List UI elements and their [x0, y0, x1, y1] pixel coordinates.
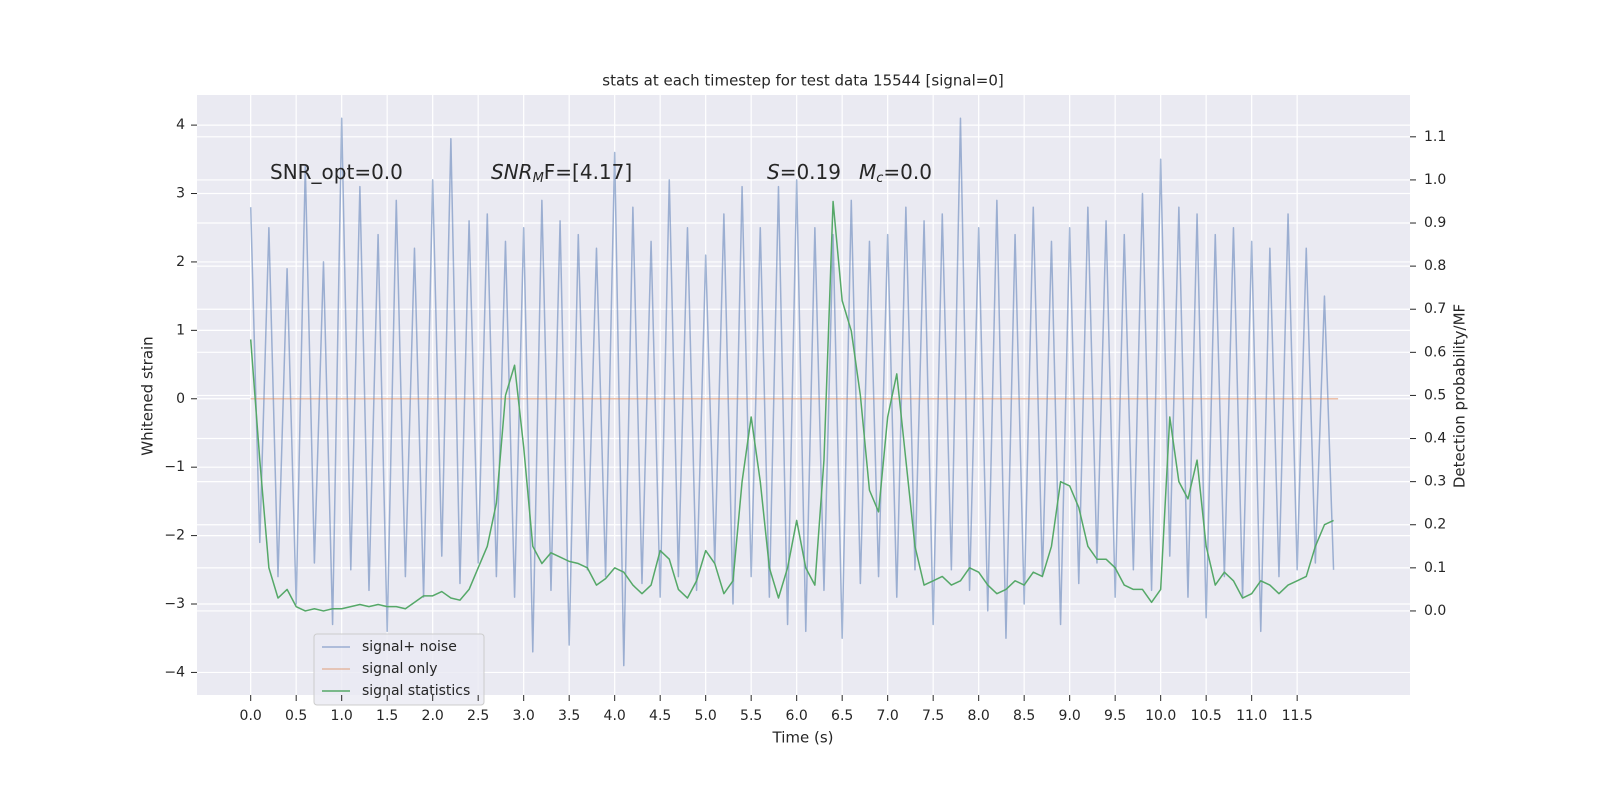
- y2-tick-label: 0.5: [1424, 387, 1446, 403]
- y-axis-label: Whitened strain: [139, 336, 157, 455]
- x-tick-label: 1.5: [376, 708, 398, 724]
- y-tick-label: 4: [176, 117, 185, 133]
- annotation-text: S: [767, 160, 780, 184]
- y2-tick-label: 0.2: [1424, 517, 1446, 533]
- legend: signal+ noise signal only signal statistic…: [313, 633, 485, 706]
- y-tick-label: 1: [176, 322, 185, 338]
- x-tick-label: 1.0: [331, 708, 353, 724]
- legend-label: signal+ noise: [362, 639, 457, 655]
- x-axis-label: Time (s): [772, 729, 834, 747]
- y-tick-label: −1: [164, 459, 185, 475]
- x-tick-label: 3.5: [558, 708, 580, 724]
- y-tick-label: 0: [176, 391, 185, 407]
- x-tick-label: 0.0: [240, 708, 262, 724]
- x-tick-label: 8.5: [1013, 708, 1035, 724]
- x-tick-label: 4.5: [649, 708, 671, 724]
- y2-tick-label: 1.0: [1424, 172, 1446, 188]
- annotation-text: =0.0: [883, 160, 932, 184]
- x-tick-label: 10.5: [1191, 708, 1222, 724]
- x-tick-label: 7.5: [922, 708, 944, 724]
- legend-label: signal only: [362, 661, 437, 677]
- series-line: [249, 200, 1334, 612]
- x-tick-label: 11.5: [1282, 708, 1313, 724]
- legend-label: signal statistics: [362, 683, 470, 699]
- y-tick-label: −4: [164, 664, 185, 680]
- x-tick-label: 10.0: [1145, 708, 1176, 724]
- x-tick-label: 11.0: [1236, 708, 1267, 724]
- annotation-text: c: [876, 171, 883, 186]
- x-tick-label: 9.0: [1059, 708, 1081, 724]
- y-tick-label: −2: [164, 528, 185, 544]
- annotation: SNRMF=[4.17]: [491, 160, 632, 186]
- y-tick-label: 2: [176, 254, 185, 270]
- y-tick-label: −3: [164, 596, 185, 612]
- x-tick-label: 5.5: [740, 708, 762, 724]
- annotation-text: M: [533, 171, 544, 186]
- marks: [249, 117, 1339, 667]
- series-line: [249, 117, 1335, 667]
- x-tick-label: 9.5: [1104, 708, 1126, 724]
- y2-tick-label: 0.6: [1424, 344, 1446, 360]
- y2-tick-label: 0.8: [1424, 258, 1446, 274]
- legend-box: [313, 633, 485, 706]
- y2-tick-label: 0.4: [1424, 431, 1446, 447]
- annotation: SNR_opt=0.0: [270, 160, 403, 184]
- y2-tick-label: 0.0: [1424, 603, 1446, 619]
- x-tick-label: 4.0: [604, 708, 626, 724]
- x-tick-label: 8.0: [968, 708, 990, 724]
- x-tick-label: 2.0: [422, 708, 444, 724]
- x-tick-label: 3.0: [513, 708, 535, 724]
- annotation-text: =0.19: [780, 160, 841, 184]
- x-tick-label: 7.0: [877, 708, 899, 724]
- y2-tick-label: 0.7: [1424, 301, 1446, 317]
- x-tick-label: 0.5: [285, 708, 307, 724]
- y-tick-label: 3: [176, 186, 185, 202]
- y2-tick-label: 0.1: [1424, 560, 1446, 576]
- y2-tick-label: 0.3: [1424, 474, 1446, 490]
- chart-title: stats at each timestep for test data 155…: [602, 72, 1003, 90]
- annotation-text: F=[4.17]: [544, 160, 632, 184]
- y2-tick-label: 0.9: [1424, 215, 1446, 231]
- annotation-text: SNR: [491, 160, 533, 184]
- x-tick-label: 5.0: [695, 708, 717, 724]
- annotation: S=0.19: [767, 160, 841, 184]
- annotation-text: SNR_opt=0.0: [270, 160, 403, 184]
- y2-tick-label: 1.1: [1424, 129, 1446, 145]
- annotation-text: M: [859, 160, 876, 184]
- x-tick-label: 2.5: [467, 708, 489, 724]
- y2-axis-label: Detection probability/MF: [1451, 304, 1469, 488]
- x-tick-label: 6.5: [831, 708, 853, 724]
- annotation: Mc=0.0: [859, 160, 932, 186]
- x-tick-label: 6.0: [786, 708, 808, 724]
